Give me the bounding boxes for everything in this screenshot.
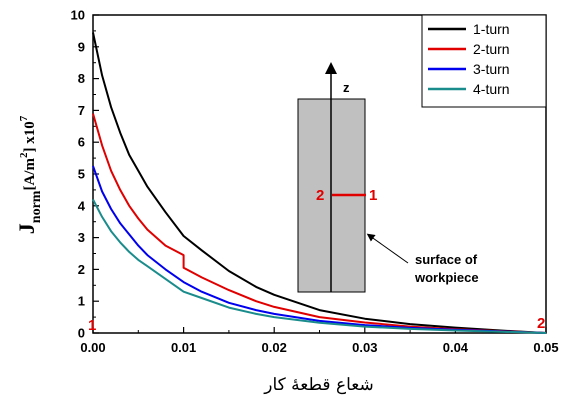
y-tick-label: 10 [71, 8, 85, 23]
surface-pointer-arrow [366, 233, 409, 264]
y-tick-label: 0 [78, 326, 85, 341]
inset-label-1: 1 [369, 187, 377, 204]
surface-annotation-line2: workpiece [414, 270, 479, 285]
x-tick-label: 0.02 [262, 340, 287, 355]
legend-label: 2-turn [473, 41, 510, 57]
x-tick-label: 0.05 [533, 340, 558, 355]
y-axis-label-sub: norm [29, 190, 44, 223]
y-tick-label: 7 [78, 103, 85, 118]
legend-box [421, 14, 547, 108]
y-axis-label-unit-sup: 2 [18, 152, 30, 158]
series-line-1-turn [92, 32, 547, 334]
series-line-4-turn [92, 198, 547, 334]
x-tick-label: 0.00 [80, 340, 105, 355]
series-group [92, 32, 547, 334]
legend: 1-turn 2-turn 3-turn 4-turn [421, 14, 547, 108]
surface-annotation-line1: surface of [415, 252, 478, 267]
x-tick-label: 0.01 [171, 340, 196, 355]
y-tick-label: 4 [78, 198, 86, 213]
inset-label-2: 2 [316, 187, 324, 204]
y-tick-label: 8 [78, 71, 85, 86]
y-tick-label: 2 [78, 262, 85, 277]
legend-label: 4-turn [473, 81, 510, 97]
y-axis-label-main: J [14, 223, 39, 234]
corner-label-left: 1 [88, 317, 96, 334]
y-tick-label: 3 [78, 230, 85, 245]
x-tick-label: 0.04 [443, 340, 469, 355]
y-tick-label: 1 [78, 294, 85, 309]
legend-label: 3-turn [473, 61, 510, 77]
workpiece-diagram: z 2 1 surface of workpiece [297, 62, 479, 293]
y-tick-label: 6 [78, 135, 85, 150]
x-axis-label: شعاع قطعهٔ کار [263, 375, 373, 395]
y-axis-label-unit-pre: [A/m [22, 158, 38, 191]
x-tick-label: 0.03 [352, 340, 377, 355]
z-axis-label: z [343, 80, 350, 95]
y-axis-label-exp: 7 [18, 115, 30, 121]
y-axis-label: Jnorm[A/m2] x107 [14, 115, 44, 234]
corner-label-right: 2 [537, 315, 545, 332]
series-line-2-turn [92, 113, 547, 334]
y-tick-label: 9 [78, 39, 85, 54]
legend-label: 1-turn [473, 21, 510, 37]
y-tick-label: 5 [78, 167, 85, 182]
y-axis-label-unit-post: ] x10 [22, 121, 38, 152]
